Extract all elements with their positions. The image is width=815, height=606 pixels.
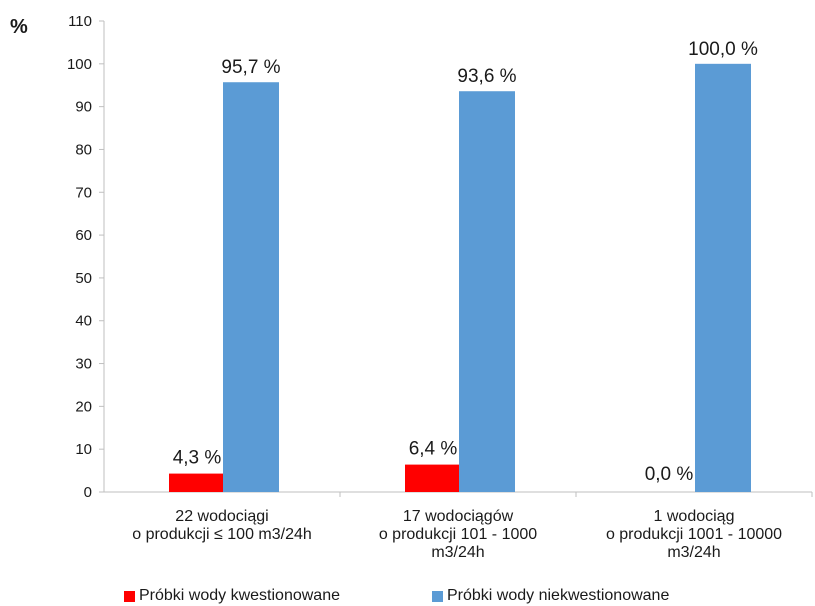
category-label-line: 17 wodociągów — [402, 508, 514, 525]
legend-label: Próbki wody kwestionowane — [139, 587, 340, 604]
y-tick-label: 60 — [75, 227, 92, 244]
bar-niekwestionowane — [695, 63, 751, 493]
category-label-line: o produkcji 101 - 1000 — [378, 526, 538, 543]
legend-swatch-blue — [432, 590, 443, 602]
category-label-line: m3/24h — [431, 544, 485, 561]
y-tick-label: 50 — [75, 270, 92, 287]
bar-niekwestionowane — [459, 91, 515, 493]
category-label-line: o produkcji ≤ 100 m3/24h — [132, 526, 312, 543]
axes: 0 10 20 30 40 50 60 70 80 90 100 110 — [67, 13, 813, 501]
data-label: 95,7 % — [221, 57, 280, 78]
category-label: 22 wodociągi o produkcji ≤ 100 m3/24h — [107, 508, 337, 544]
category-label-line: 1 wodociąg — [653, 508, 735, 525]
category-label: 1 wodociąg o produkcji 1001 - 10000 m3/24h — [579, 508, 809, 562]
category-label: 17 wodociągów o produkcji 101 - 1000 m3/24… — [343, 508, 573, 562]
data-label: 4,3 % — [173, 448, 222, 469]
category-label-line: 22 wodociągi — [175, 508, 269, 525]
y-tick-label: 90 — [75, 99, 92, 116]
y-tick-label: 40 — [75, 313, 92, 330]
category-label-line: o produkcji 1001 - 10000 — [605, 526, 783, 543]
legend-item-kwestionowane: Próbki wody kwestionowane — [124, 587, 340, 605]
y-tick-label: 100 — [67, 56, 92, 73]
data-label: 6,4 % — [409, 439, 458, 460]
y-tick-label: 10 — [75, 441, 92, 458]
y-tick-label: 80 — [75, 141, 92, 158]
bars — [169, 63, 751, 493]
y-axis-label: % — [10, 16, 28, 38]
legend-item-niekwestionowane: Próbki wody niekwestionowane — [432, 587, 669, 605]
bar-niekwestionowane — [223, 82, 279, 492]
y-tick-label: 30 — [75, 356, 92, 373]
data-label: 0,0 % — [645, 464, 694, 485]
y-tick-label: 20 — [75, 398, 92, 415]
y-tick-label: 110 — [68, 13, 92, 30]
data-label: 93,6 % — [457, 66, 516, 87]
y-tick-label: 0 — [84, 484, 92, 501]
bar-kwestionowane — [169, 473, 225, 492]
data-labels: 4,3 % 95,7 % 6,4 % 93,6 % 0,0 % 100,0 % — [173, 39, 758, 485]
legend-label: Próbki wody niekwestionowane — [447, 587, 670, 604]
data-label: 100,0 % — [688, 39, 758, 60]
bar-kwestionowane — [405, 464, 461, 492]
legend-swatch-red — [124, 590, 135, 602]
y-tick-label: 70 — [75, 184, 92, 201]
category-label-line: m3/24h — [667, 544, 721, 561]
